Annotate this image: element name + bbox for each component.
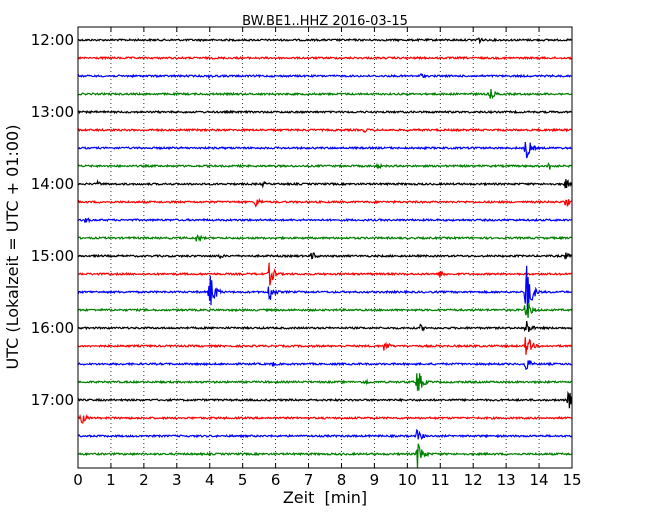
x-tick-label: 4 xyxy=(205,471,215,489)
x-tick-label: 8 xyxy=(337,471,347,489)
x-tick-label: 10 xyxy=(398,471,417,489)
y-tick-label: 12:00 xyxy=(31,31,74,49)
trace-1515 xyxy=(77,262,572,286)
x-axis: 0 1 2 3 4 5 6 7 8 9 10 11 12 13 14 15 xyxy=(73,27,582,489)
trace-1745 xyxy=(77,443,572,469)
trace-1215 xyxy=(77,55,572,61)
trace-1300 xyxy=(77,109,572,115)
y-axis: 12:00 13:00 14:00 15:00 16:00 17:00 xyxy=(31,31,572,409)
traces xyxy=(77,37,573,469)
trace-1430 xyxy=(77,217,572,224)
trace-1645 xyxy=(77,373,572,391)
x-tick-label: 7 xyxy=(304,471,314,489)
x-tick-label: 1 xyxy=(106,471,116,489)
trace-1415 xyxy=(77,197,572,208)
x-tick-label: 11 xyxy=(431,471,450,489)
trace-1245 xyxy=(77,88,572,100)
trace-1315 xyxy=(77,127,572,134)
trace-1345 xyxy=(77,162,572,170)
plot-frame xyxy=(77,26,573,469)
y-tick-label: 16:00 xyxy=(31,319,74,337)
grid xyxy=(110,27,540,468)
y-axis-label: UTC (Lokalzeit = UTC + 01:00) xyxy=(3,125,22,370)
trace-1330 xyxy=(77,141,572,159)
trace-1530 xyxy=(77,265,572,314)
x-tick-label: 13 xyxy=(497,471,516,489)
x-axis-label: Zeit [min] xyxy=(283,488,367,507)
y-tick-label: 14:00 xyxy=(31,175,74,193)
y-tick-label: 17:00 xyxy=(31,391,74,409)
trace-1630 xyxy=(77,359,572,371)
trace-1200 xyxy=(77,37,572,45)
trace-1500 xyxy=(77,252,572,260)
chart-title: BW.BE1..HHZ 2016-03-15 xyxy=(242,14,408,29)
x-tick-label: 0 xyxy=(73,471,83,489)
x-tick-label: 2 xyxy=(139,471,149,489)
y-tick-label: 15:00 xyxy=(31,247,74,265)
x-tick-label: 5 xyxy=(238,471,248,489)
x-tick-label: 3 xyxy=(172,471,182,489)
trace-1700 xyxy=(77,390,573,409)
trace-1400 xyxy=(77,179,573,189)
trace-1615 xyxy=(77,337,572,355)
trace-1715 xyxy=(77,413,572,424)
x-tick-label: 6 xyxy=(271,471,281,489)
y-tick-label: 13:00 xyxy=(31,103,74,121)
x-tick-label: 9 xyxy=(370,471,380,489)
trace-1445 xyxy=(77,233,572,242)
trace-1730 xyxy=(77,428,572,440)
x-tick-label: 15 xyxy=(562,471,581,489)
trace-1230 xyxy=(77,72,572,80)
x-tick-label: 12 xyxy=(464,471,483,489)
x-tick-label: 14 xyxy=(530,471,549,489)
trace-1545 xyxy=(77,302,573,318)
trace-1600 xyxy=(77,320,572,332)
